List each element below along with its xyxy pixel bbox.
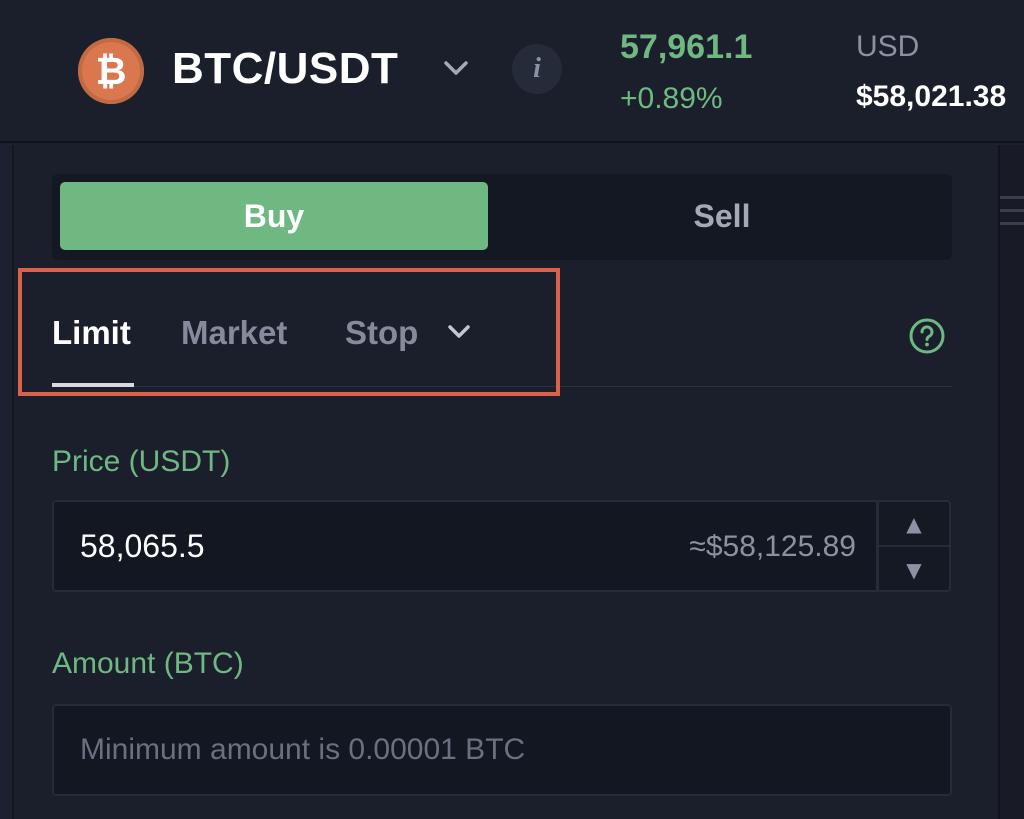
price-approx-usd: ≈$58,125.89 — [689, 530, 856, 563]
amount-input[interactable] — [54, 706, 950, 794]
info-glyph: i — [533, 53, 541, 84]
sell-button[interactable]: Sell — [500, 182, 944, 250]
menu-icon[interactable] — [1000, 196, 1024, 240]
tabs-divider — [52, 386, 952, 387]
triangle-down-icon[interactable]: ▼ — [906, 557, 922, 582]
market-header: ₿ BTC/USDT i 57,961.1 +0.89% USD $58,021… — [0, 0, 1024, 143]
bitcoin-glyph: ₿ — [95, 48, 127, 93]
highlight-annotation — [18, 268, 560, 396]
tab-limit[interactable]: Limit — [52, 314, 131, 351]
price-value[interactable]: 58,065.5 — [80, 528, 205, 564]
amount-label: Amount (BTC) — [52, 647, 244, 680]
price-change: +0.89% — [620, 82, 723, 115]
price-label: Price (USDT) — [52, 445, 231, 478]
active-tab-indicator — [52, 383, 134, 387]
help-circle-icon[interactable] — [908, 317, 946, 355]
pair-selector[interactable]: BTC/USDT — [172, 44, 399, 93]
buy-button[interactable]: Buy — [60, 182, 488, 250]
info-icon[interactable]: i — [512, 44, 562, 94]
tab-stop[interactable]: Stop — [345, 314, 419, 351]
usd-value: $58,021.38 — [856, 80, 1007, 113]
side-strip — [998, 145, 1024, 819]
chevron-down-icon[interactable] — [444, 320, 474, 344]
tab-market[interactable]: Market — [181, 314, 288, 351]
triangle-up-icon[interactable]: ▲ — [877, 502, 951, 547]
last-price: 57,961.1 — [620, 28, 753, 66]
price-input[interactable] — [52, 500, 878, 592]
usd-label: USD — [856, 30, 920, 63]
chevron-down-icon[interactable] — [440, 56, 472, 80]
bitcoin-icon: ₿ — [78, 38, 144, 104]
